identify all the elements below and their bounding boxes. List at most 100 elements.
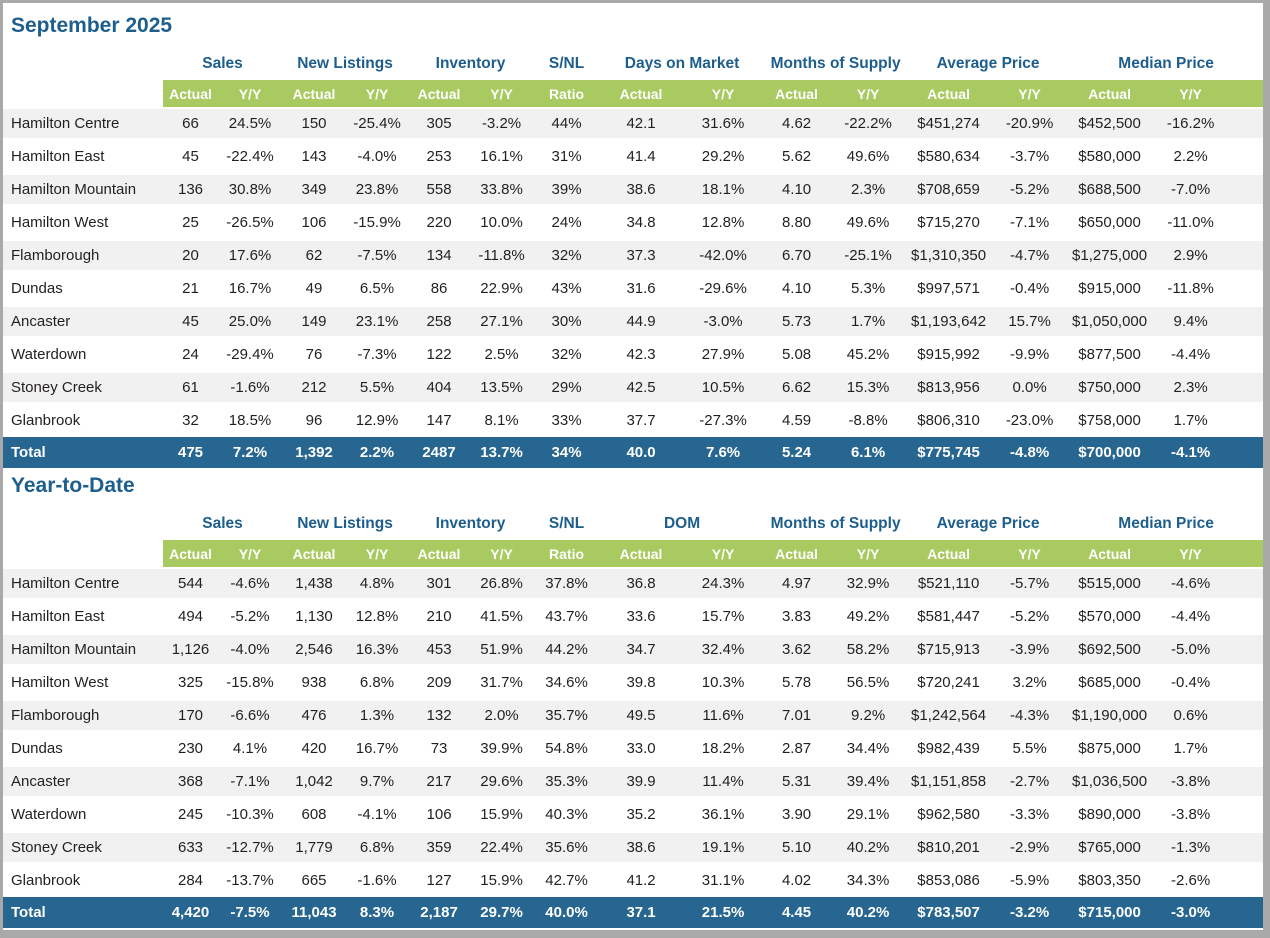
ytd-title: Year-to-Date: [11, 474, 135, 497]
value-cell: 633: [163, 831, 218, 864]
value-cell: $692,500: [1069, 633, 1151, 666]
value-cell: 76: [282, 338, 347, 371]
value-cell: -5.2%: [990, 600, 1070, 633]
value-cell: 49.6%: [829, 140, 908, 173]
column-group-label: Average Price: [907, 40, 1070, 80]
value-cell: 6.5%: [346, 272, 409, 305]
value-cell: 1,438: [282, 567, 347, 600]
value-cell: 34.7: [600, 633, 683, 666]
sub-header-cell: Y/Y: [682, 80, 765, 107]
value-cell: $750,000: [1069, 371, 1151, 404]
column-group-label: Months of Supply: [764, 500, 908, 540]
value-cell: -29.6%: [682, 272, 765, 305]
value-cell: 37.3: [600, 239, 683, 272]
sub-header-cell: Y/Y: [1150, 540, 1264, 567]
value-cell: 5.5%: [990, 732, 1070, 765]
region-name-cell: Stoney Creek: [3, 831, 163, 864]
ytd-table-header: Sales New Listings Inventory S/NL DOM Months …: [3, 500, 1264, 567]
value-cell: $877,500: [1069, 338, 1151, 371]
value-cell: $962,580: [907, 798, 991, 831]
value-cell: $765,000: [1069, 831, 1151, 864]
value-cell: $806,310: [907, 404, 991, 437]
value-cell: $1,151,858: [907, 765, 991, 798]
value-cell: 25.0%: [218, 305, 283, 338]
value-cell: 11.6%: [682, 699, 765, 732]
value-cell: 35.7%: [533, 699, 601, 732]
value-cell: 220: [408, 206, 471, 239]
value-cell: 147: [408, 404, 471, 437]
value-cell: $1,242,564: [907, 699, 991, 732]
value-cell: 96: [282, 404, 347, 437]
total-row: Total 475 7.2% 1,392 2.2% 2487 13.7% 34% 40.0 7.6…: [3, 437, 1264, 468]
monthly-stats-table: Sales New Listings Inventory S/NL Days on Ma…: [3, 40, 1264, 468]
table-row: Stoney Creek 633 -12.7% 1,779 6.8% 359 22.4% 35…: [3, 831, 1264, 864]
value-cell: $685,000: [1069, 666, 1151, 699]
value-cell: 1.7%: [1150, 404, 1264, 437]
value-cell: $1,036,500: [1069, 765, 1151, 798]
value-cell: -3.8%: [1150, 765, 1264, 798]
value-cell: 4.10: [764, 173, 830, 206]
value-cell: -7.1%: [218, 765, 283, 798]
value-cell: -5.2%: [990, 173, 1070, 206]
value-cell: -4.8%: [990, 437, 1070, 468]
value-cell: -29.4%: [218, 338, 283, 371]
table-row: Stoney Creek 61 -1.6% 212 5.5% 404 13.5% 29% 42.…: [3, 371, 1264, 404]
value-cell: -3.2%: [990, 897, 1070, 928]
value-cell: 9.7%: [346, 765, 409, 798]
column-group-label: S/NL: [533, 500, 601, 540]
value-cell: 30.8%: [218, 173, 283, 206]
region-name-cell: Waterdown: [3, 798, 163, 831]
value-cell: 49: [282, 272, 347, 305]
value-cell: 36.8: [600, 567, 683, 600]
value-cell: -4.0%: [218, 633, 283, 666]
value-cell: 41.4: [600, 140, 683, 173]
table-row: Glanbrook 284 -13.7% 665 -1.6% 127 15.9% 42.7% 4…: [3, 864, 1264, 897]
value-cell: 349: [282, 173, 347, 206]
value-cell: 24%: [533, 206, 601, 239]
value-cell: 5.24: [764, 437, 830, 468]
value-cell: 24.5%: [218, 107, 283, 140]
value-cell: 12.9%: [346, 404, 409, 437]
table-row: Dundas 21 16.7% 49 6.5% 86 22.9% 43% 31.6 -29.6% 4…: [3, 272, 1264, 305]
sub-header-cell: Y/Y: [829, 540, 908, 567]
value-cell: 45: [163, 305, 218, 338]
value-cell: -16.2%: [1150, 107, 1264, 140]
value-cell: 18.5%: [218, 404, 283, 437]
sub-header-cell: Y/Y: [346, 80, 409, 107]
value-cell: 29.6%: [470, 765, 534, 798]
sub-header-cell: Y/Y: [990, 540, 1070, 567]
column-group-header-row: Sales New Listings Inventory S/NL Days on Ma…: [3, 40, 1264, 80]
total-row: Total 4,420 -7.5% 11,043 8.3% 2,187 29.7% 40.0%…: [3, 897, 1264, 928]
column-group-label: Sales: [163, 500, 283, 540]
sub-header-cell: Actual: [282, 540, 347, 567]
sub-header-cell: Ratio: [533, 80, 601, 107]
sub-header-cell: Actual: [163, 540, 218, 567]
value-cell: 453: [408, 633, 471, 666]
value-cell: $982,439: [907, 732, 991, 765]
value-cell: -27.3%: [682, 404, 765, 437]
value-cell: 40.0%: [533, 897, 601, 928]
value-cell: 7.6%: [682, 437, 765, 468]
value-cell: 7.01: [764, 699, 830, 732]
value-cell: 245: [163, 798, 218, 831]
value-cell: -5.9%: [990, 864, 1070, 897]
value-cell: 49.5: [600, 699, 683, 732]
value-cell: 3.2%: [990, 666, 1070, 699]
value-cell: -8.8%: [829, 404, 908, 437]
value-cell: 54.8%: [533, 732, 601, 765]
value-cell: -2.6%: [1150, 864, 1264, 897]
value-cell: -25.1%: [829, 239, 908, 272]
value-cell: -0.4%: [990, 272, 1070, 305]
value-cell: $580,000: [1069, 140, 1151, 173]
value-cell: 38.6: [600, 831, 683, 864]
value-cell: 2.87: [764, 732, 830, 765]
value-cell: 0.0%: [990, 371, 1070, 404]
value-cell: 4.45: [764, 897, 830, 928]
value-cell: -7.5%: [346, 239, 409, 272]
value-cell: 12.8%: [682, 206, 765, 239]
value-cell: $720,241: [907, 666, 991, 699]
value-cell: 212: [282, 371, 347, 404]
value-cell: -7.3%: [346, 338, 409, 371]
value-cell: $570,000: [1069, 600, 1151, 633]
value-cell: 1,130: [282, 600, 347, 633]
